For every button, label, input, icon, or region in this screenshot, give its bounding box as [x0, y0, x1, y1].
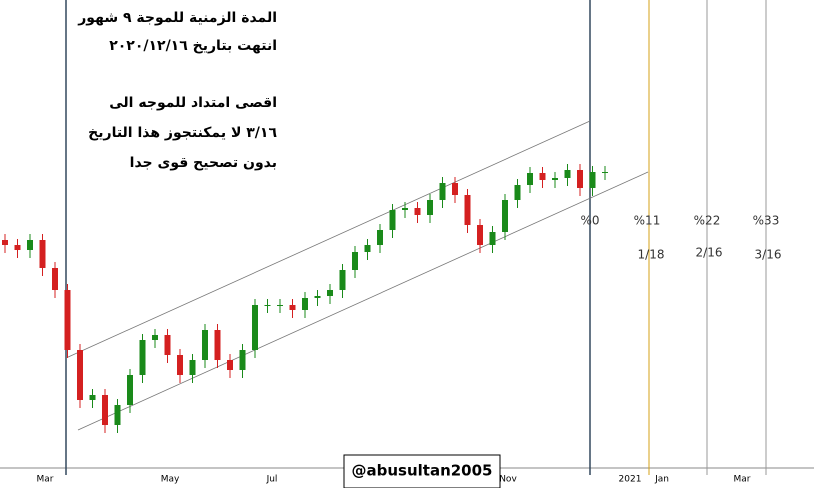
candle-body: [302, 298, 308, 310]
candle-body: [52, 268, 58, 290]
x-tick-label: Nov: [499, 475, 517, 485]
candle-body: [364, 245, 371, 252]
fib-level: %11: [634, 214, 661, 228]
candle-body: [352, 252, 358, 270]
candles: [2, 164, 608, 433]
candle-body: [414, 208, 421, 215]
candle-body: [489, 232, 496, 245]
candle-body: [252, 305, 258, 350]
candle-body: [602, 172, 608, 173]
x-tick-label: Mar: [734, 475, 751, 485]
candle-body: [127, 375, 133, 405]
candle-body: [177, 355, 183, 375]
candle-body: [64, 290, 71, 350]
x-tick-label: Jul: [266, 475, 278, 485]
x-tick-label: May: [161, 475, 180, 485]
candle-body: [239, 350, 246, 370]
candle-body: [327, 290, 333, 296]
channel-upper: [65, 120, 591, 359]
channel-lower: [77, 171, 649, 431]
candle-body: [339, 270, 346, 290]
candle-body: [264, 305, 271, 306]
candle-body: [139, 340, 146, 375]
candle-body: [277, 305, 283, 306]
annotation: المدة الزمنية للموجة ٩ شهور: [77, 10, 277, 26]
candle-body: [39, 240, 46, 268]
candle-body: [189, 360, 196, 375]
candle-body: [102, 395, 108, 425]
candle-body: [89, 395, 96, 400]
candle-body: [539, 173, 546, 180]
x-tick-label: Mar: [37, 475, 54, 485]
target-date: 1/18: [638, 248, 665, 262]
candle-body: [514, 185, 521, 200]
candle-body: [214, 330, 221, 360]
candle-body: [227, 360, 233, 370]
fib-level: %22: [694, 214, 721, 228]
candle-body: [14, 245, 21, 250]
annotation: انتهت بتاريخ ٢٠٢٠/١٢/١٦: [109, 38, 277, 54]
candle-body: [114, 405, 121, 425]
candle-body: [314, 296, 321, 298]
candle-body: [464, 195, 471, 225]
candle-body: [2, 240, 8, 245]
candle-body: [152, 335, 158, 340]
x-tick-label: Jan: [654, 475, 669, 485]
annotation: اقصى امتداد للموجه الى: [109, 95, 277, 111]
annotation: ٣/١٦ لا يمكنتجوز هذا التاريخ: [88, 125, 277, 141]
candle-body: [439, 183, 446, 200]
candle-body: [427, 200, 433, 215]
candle-body: [377, 230, 383, 245]
candle-body: [202, 330, 208, 360]
annotation: بدون تصحيح قوى جدا: [130, 155, 277, 171]
candle-body: [477, 225, 483, 245]
fib-level: %0: [580, 214, 599, 228]
candle-body: [77, 350, 83, 400]
candle-body: [402, 208, 408, 210]
candle-body: [589, 172, 596, 188]
x-tick-label: 2021: [619, 475, 642, 485]
target-date: 3/16: [755, 248, 782, 262]
candle-body: [527, 173, 533, 185]
candle-body: [577, 170, 583, 188]
target-date: 2/16: [696, 246, 723, 260]
candle-body: [552, 178, 558, 180]
watermark-box: [343, 454, 501, 488]
candle-body: [389, 210, 396, 230]
candle-body: [289, 305, 296, 310]
candle-body: [164, 335, 171, 355]
candle-body: [452, 183, 458, 195]
fib-level: %33: [753, 214, 780, 228]
candle-body: [502, 200, 508, 232]
candle-body: [27, 240, 33, 250]
candle-body: [564, 170, 571, 178]
watermark: @abusultan2005: [351, 462, 492, 480]
